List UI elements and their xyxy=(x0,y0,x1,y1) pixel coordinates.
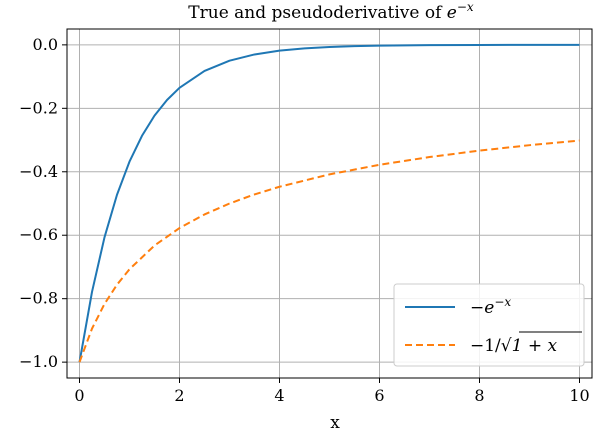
legend-label-series-2-radicand: 1 + x xyxy=(512,336,558,356)
chart-title-math-sup: −x xyxy=(457,0,474,14)
y-tick-label: −0.8 xyxy=(19,289,58,308)
y-tick-label: 0.0 xyxy=(33,35,58,54)
grid xyxy=(67,29,592,378)
x-tick-label: 6 xyxy=(374,386,384,405)
x-tick-label: 8 xyxy=(474,386,484,405)
x-tick-label: 0 xyxy=(74,386,84,405)
series-layer xyxy=(78,43,580,363)
y-tick-label: −0.4 xyxy=(19,162,58,181)
y-tick-label: −1.0 xyxy=(19,352,58,371)
legend: −e−x −1/√1 + x xyxy=(393,283,585,367)
legend-label-series-2-text: −1/√ xyxy=(470,336,512,356)
chart-title-math-base: e xyxy=(447,3,457,23)
chart-title: True and pseudoderivative of e−x xyxy=(188,0,474,23)
ticks: 0 2 4 6 8 10 0.0 −0.2 −0.4 −0.6 −0.8 −1.0 xyxy=(19,35,590,405)
x-tick-label: 10 xyxy=(569,386,589,405)
plot-area: 0 2 4 6 8 10 0.0 −0.2 −0.4 −0.6 −0.8 −1.0 xyxy=(19,28,593,405)
series-line-2 xyxy=(78,139,580,363)
y-tick-label: −0.2 xyxy=(19,98,58,117)
legend-label-series-1-sup: −x xyxy=(494,295,511,309)
x-tick-label: 2 xyxy=(174,386,184,405)
x-axis-label: x xyxy=(330,413,340,433)
series-line-1 xyxy=(78,43,580,363)
chart-title-text: True and pseudoderivative of xyxy=(188,3,447,23)
legend-label-series-2: −1/√1 + x xyxy=(470,336,557,356)
y-tick-label: −0.6 xyxy=(19,225,58,244)
plot-frame xyxy=(66,28,593,379)
legend-label-series-1: −e−x xyxy=(470,295,511,318)
legend-label-series-1-base: −e xyxy=(470,298,494,318)
x-tick-label: 4 xyxy=(274,386,284,405)
